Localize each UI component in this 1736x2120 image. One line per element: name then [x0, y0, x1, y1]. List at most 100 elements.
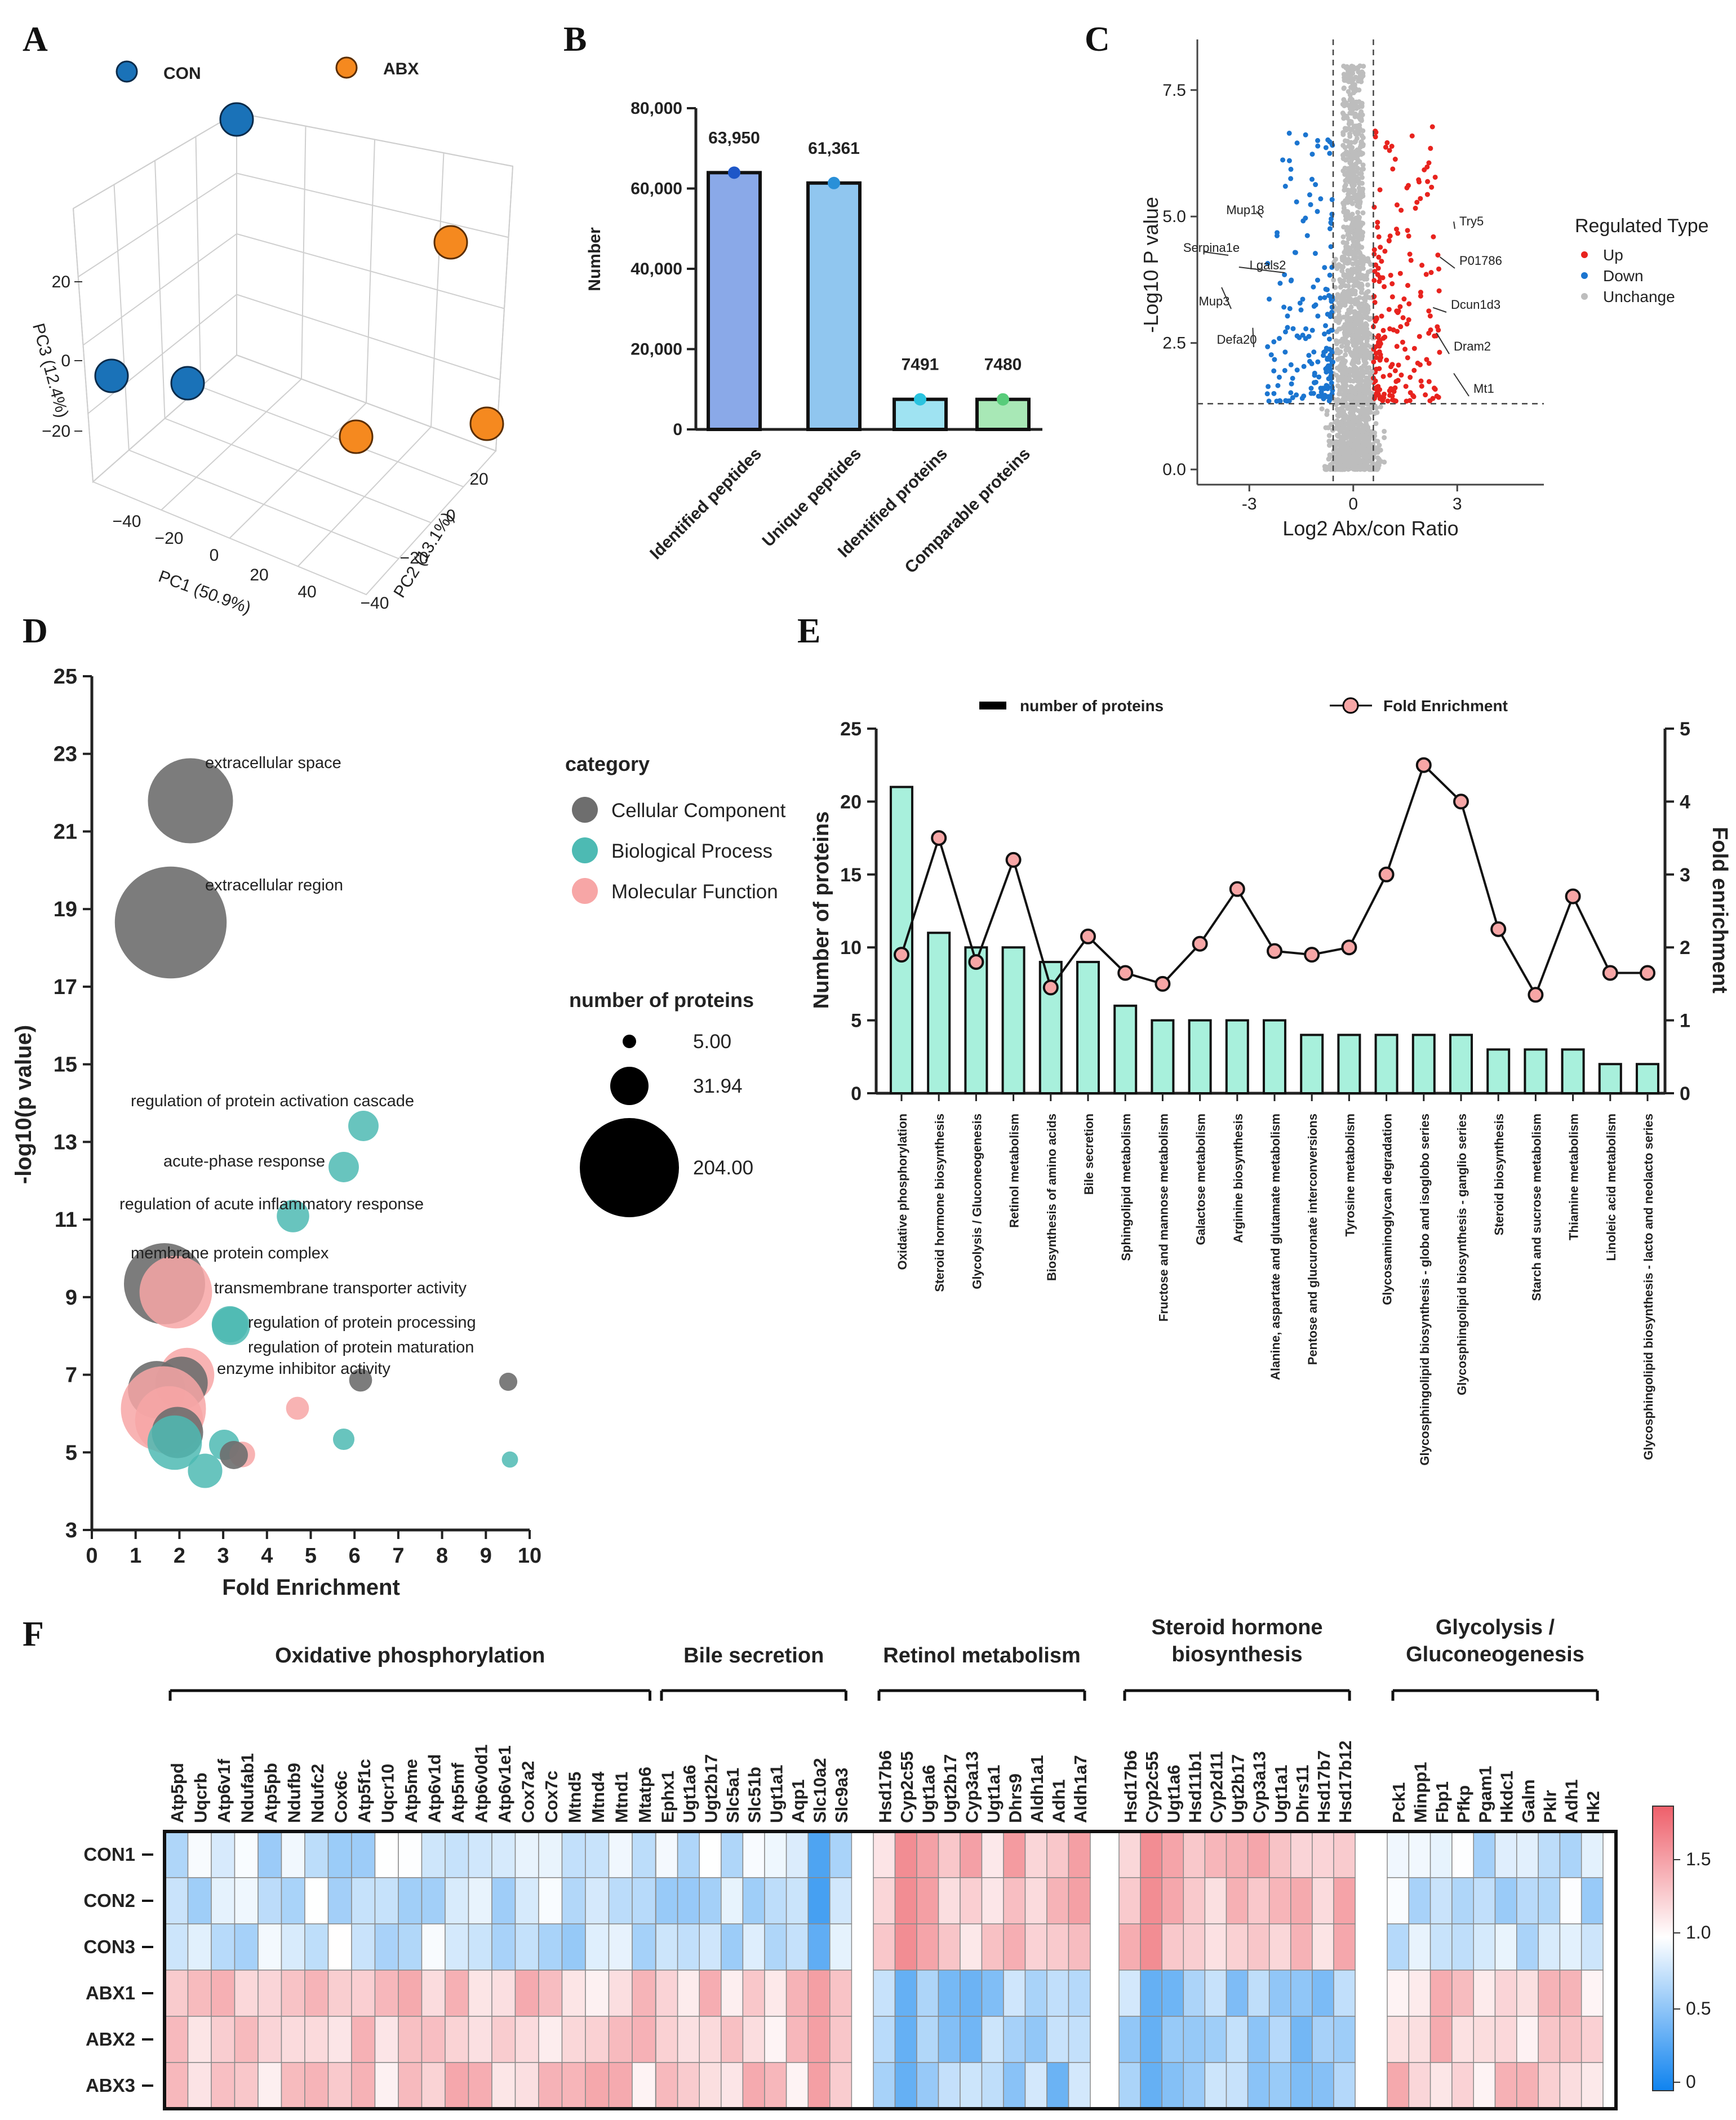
- d-y-tick-label: 3: [65, 1519, 77, 1542]
- f-gene-label-cyp2c55: Cyp2c55: [897, 1751, 917, 1823]
- f-cell: [1183, 1923, 1206, 1971]
- c-point-unchange: [1348, 165, 1353, 171]
- f-cell: [960, 2016, 983, 2063]
- c-point-up: [1393, 379, 1399, 384]
- e-y2-axis-label: Fold enrichment: [1708, 827, 1731, 994]
- f-cell: [234, 2062, 259, 2109]
- c-point-unchange: [1356, 375, 1361, 381]
- d-legend-marker-biological-process: [572, 837, 598, 863]
- c-point-down: [1281, 304, 1287, 310]
- c-point-unchange: [1342, 260, 1348, 265]
- e-legend-marker-bar: [979, 702, 1006, 709]
- f-cell: [785, 1923, 809, 1971]
- f-gene-label-ndufc2: Ndufc2: [308, 1764, 327, 1823]
- c-point-unchange: [1364, 436, 1369, 442]
- c-point-down: [1327, 150, 1333, 156]
- f-row-label-con1: CON1: [83, 1844, 135, 1865]
- panel-e-kegg-bar-line-chart: 0 5 10 15 20 25 0 1 2 3 4 5 Number of proteins Fold e…: [810, 697, 1731, 1466]
- c-point-unchange: [1367, 445, 1373, 450]
- c-legend-label-up: Up: [1603, 246, 1623, 264]
- c-point-unchange: [1338, 419, 1344, 425]
- e-fold-point-glycolysis-gluconeogenesis: [968, 954, 984, 970]
- pca-grid-line: [200, 386, 464, 487]
- c-point-unchange: [1354, 341, 1360, 347]
- f-cell: [1290, 1970, 1313, 2017]
- c-point-down: [1311, 391, 1316, 396]
- c-point-up: [1436, 394, 1441, 400]
- e-x-tick-label-alanine-aspartate-and-glutamate-metabolism: Alanine, aspartate and glutamate metabol…: [1268, 1114, 1282, 1380]
- f-cell: [398, 2062, 423, 2109]
- f-gene-label-slc51b: Slc51b: [745, 1767, 765, 1823]
- f-cell: [742, 1877, 765, 1924]
- f-gene-label-pfkp: Pfkp: [1454, 1785, 1473, 1823]
- c-point-unchange: [1349, 63, 1355, 69]
- f-cell: [1247, 1877, 1270, 1924]
- c-point-up: [1382, 334, 1388, 340]
- c-point-unchange: [1353, 87, 1359, 92]
- c-point-down: [1268, 352, 1274, 358]
- c-point-unchange: [1347, 110, 1353, 116]
- f-cell: [561, 1923, 586, 1971]
- c-point-unchange: [1357, 382, 1362, 387]
- f-cell: [938, 1970, 961, 2017]
- e-x-tick-label-linoleic-acid-metabolism: Linoleic acid metabolism: [1604, 1114, 1618, 1261]
- c-point-unchange: [1356, 438, 1362, 444]
- c-point-unchange: [1348, 215, 1354, 221]
- c-y-axis-label: -Log10 P value: [1139, 197, 1162, 333]
- f-cell: [1046, 2016, 1069, 2063]
- d-y-tick-label: 23: [54, 743, 77, 766]
- c-point-unchange: [1331, 277, 1337, 283]
- f-cell: [1024, 1831, 1047, 1878]
- panel-label-a: A: [23, 20, 48, 59]
- f-group-title-oxidative-phosphorylation: Oxidative phosphorylation: [275, 1644, 545, 1667]
- f-cell: [632, 1877, 656, 1924]
- c-point-unchange: [1372, 411, 1378, 416]
- c-point-down: [1311, 284, 1316, 290]
- e-legend-label-line: Fold Enrichment: [1383, 697, 1508, 715]
- c-point-unchange: [1360, 210, 1366, 216]
- f-cell: [1333, 1831, 1356, 1878]
- f-cell: [538, 2062, 563, 2109]
- f-cell: [327, 1877, 352, 1924]
- c-point-unchange: [1340, 407, 1346, 413]
- e-x-tick-label-glycosphingolipid-biosynthesis-ganglio-series: Glycosphingolipid biosynthesis - ganglio…: [1455, 1114, 1469, 1395]
- f-cell: [1559, 1923, 1582, 1971]
- c-annotation-leader: [1252, 327, 1254, 348]
- c-point-unchange: [1363, 349, 1369, 354]
- f-cell: [187, 1923, 212, 1971]
- f-cell: [1003, 1970, 1026, 2017]
- f-cell: [1559, 1877, 1582, 1924]
- e-fold-point-starch-and-sucrose-metabolism: [1528, 987, 1544, 1003]
- c-point-unchange: [1378, 447, 1383, 453]
- pca-grid-line: [430, 153, 445, 427]
- c-point-down: [1309, 327, 1315, 333]
- c-point-unchange: [1335, 383, 1340, 389]
- d-bubble-label-regulation-of-protein-processing: regulation of protein processing: [248, 1314, 476, 1332]
- f-cell: [1312, 1923, 1334, 1971]
- c-point-unchange: [1343, 365, 1348, 370]
- f-cell: [742, 1970, 765, 2017]
- f-gene-label-atp5pd: Atp5pd: [167, 1763, 187, 1823]
- f-cell: [807, 2016, 831, 2063]
- c-point-unchange: [1340, 234, 1346, 240]
- c-point-unchange: [1358, 167, 1364, 172]
- pca-grid-line: [298, 426, 432, 567]
- f-cell: [164, 1877, 189, 1924]
- c-point-unchange: [1358, 223, 1364, 229]
- c-point-up: [1375, 224, 1380, 230]
- c-point-unchange: [1355, 408, 1361, 414]
- c-point-down: [1306, 353, 1312, 358]
- b-y-tick-label: 60,000: [631, 180, 682, 198]
- f-cell: [721, 2016, 744, 2063]
- f-cell: [807, 1923, 831, 1971]
- c-point-unchange: [1344, 343, 1350, 349]
- f-cell: [1290, 2016, 1313, 2063]
- f-color-scale: [1652, 1806, 1674, 2091]
- c-point-unchange: [1348, 456, 1353, 462]
- e-x-tick-label-glycolysis-gluconeogenesis: Glycolysis / Gluconeogenesis: [970, 1114, 984, 1289]
- e-fold-point-linoleic-acid-metabolism: [1602, 965, 1618, 981]
- d-bubble-mf-transmembrane-transporter-activity: [139, 1256, 212, 1329]
- d-legend-label-molecular-function: Molecular Function: [611, 881, 778, 903]
- f-gene-label-slc10a2: Slc10a2: [810, 1758, 830, 1824]
- c-point-unchange: [1365, 282, 1370, 287]
